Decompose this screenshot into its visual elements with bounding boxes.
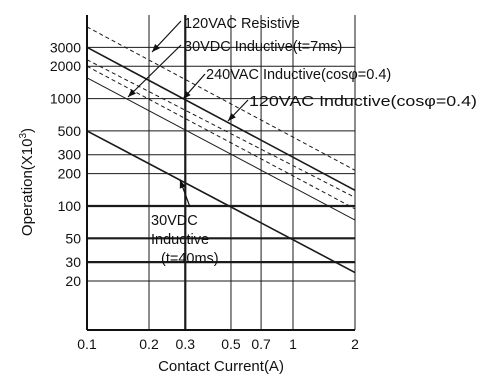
x-tick-label: 1 bbox=[289, 336, 297, 352]
annotation-label: 120VAC Inductive(cosφ=0.4) bbox=[249, 94, 477, 110]
y-tick-label: 100 bbox=[58, 198, 82, 214]
y-axis-title-main: Operation(X10 bbox=[19, 139, 36, 237]
series-line bbox=[86, 65, 356, 210]
leader-arrow bbox=[127, 44, 182, 98]
x-tick-label: 0.5 bbox=[221, 336, 241, 352]
y-tick-label: 2000 bbox=[50, 58, 81, 74]
y-tick-label: 200 bbox=[58, 166, 82, 182]
y-axis-title: Operation(X103) bbox=[18, 128, 36, 236]
series-line bbox=[86, 77, 356, 221]
series-line bbox=[86, 59, 356, 198]
annotation-label: 30VDC Inductive(t=7ms) bbox=[184, 39, 342, 55]
annotation-label: 30VDC bbox=[151, 213, 198, 229]
annotation-label: 240VAC Inductive(cosφ=0.4) bbox=[206, 67, 391, 83]
x-tick-label: 0.1 bbox=[77, 336, 97, 352]
arrow-head bbox=[183, 90, 191, 99]
grid bbox=[86, 15, 356, 330]
y-tick-label: 1000 bbox=[50, 91, 81, 107]
series-line bbox=[86, 26, 356, 171]
annotation-label: Inductive bbox=[151, 232, 209, 248]
arrow-head bbox=[128, 89, 136, 97]
y-tick-label: 50 bbox=[65, 230, 81, 246]
series-line bbox=[86, 130, 356, 274]
y-tick-label: 500 bbox=[58, 123, 82, 139]
y-axis-title-exponent: 3 bbox=[18, 133, 29, 139]
x-tick-label: 0.3 bbox=[176, 336, 196, 352]
tick-labels: 0.1 0.2 0.3 0.5 0.7 1 2 20 30 50 100 200 300 500 1000 2… bbox=[50, 39, 359, 352]
arrow-head bbox=[179, 180, 186, 189]
y-tick-label: 3000 bbox=[50, 39, 81, 55]
y-axis-title-close: ) bbox=[19, 128, 36, 133]
x-tick-label: 0.7 bbox=[251, 336, 271, 352]
series-line bbox=[86, 46, 356, 191]
x-tick-label: 0.2 bbox=[139, 336, 159, 352]
y-tick-label: 20 bbox=[65, 273, 81, 289]
series-lines bbox=[86, 26, 356, 274]
x-axis-title: Contact Current(A) bbox=[158, 358, 284, 375]
y-tick-label: 300 bbox=[58, 147, 82, 163]
arrow-head bbox=[228, 113, 236, 121]
annotation-label: (t=40ms) bbox=[161, 251, 219, 267]
x-tick-label: 2 bbox=[351, 336, 359, 352]
annotations: 120VAC Resistive 30VDC Inductive(t=7ms) 24… bbox=[127, 16, 477, 267]
y-tick-label: 30 bbox=[65, 254, 81, 270]
arrow-head bbox=[152, 43, 160, 52]
plot-frame bbox=[86, 15, 355, 331]
annotation-label: 120VAC Resistive bbox=[184, 16, 300, 32]
